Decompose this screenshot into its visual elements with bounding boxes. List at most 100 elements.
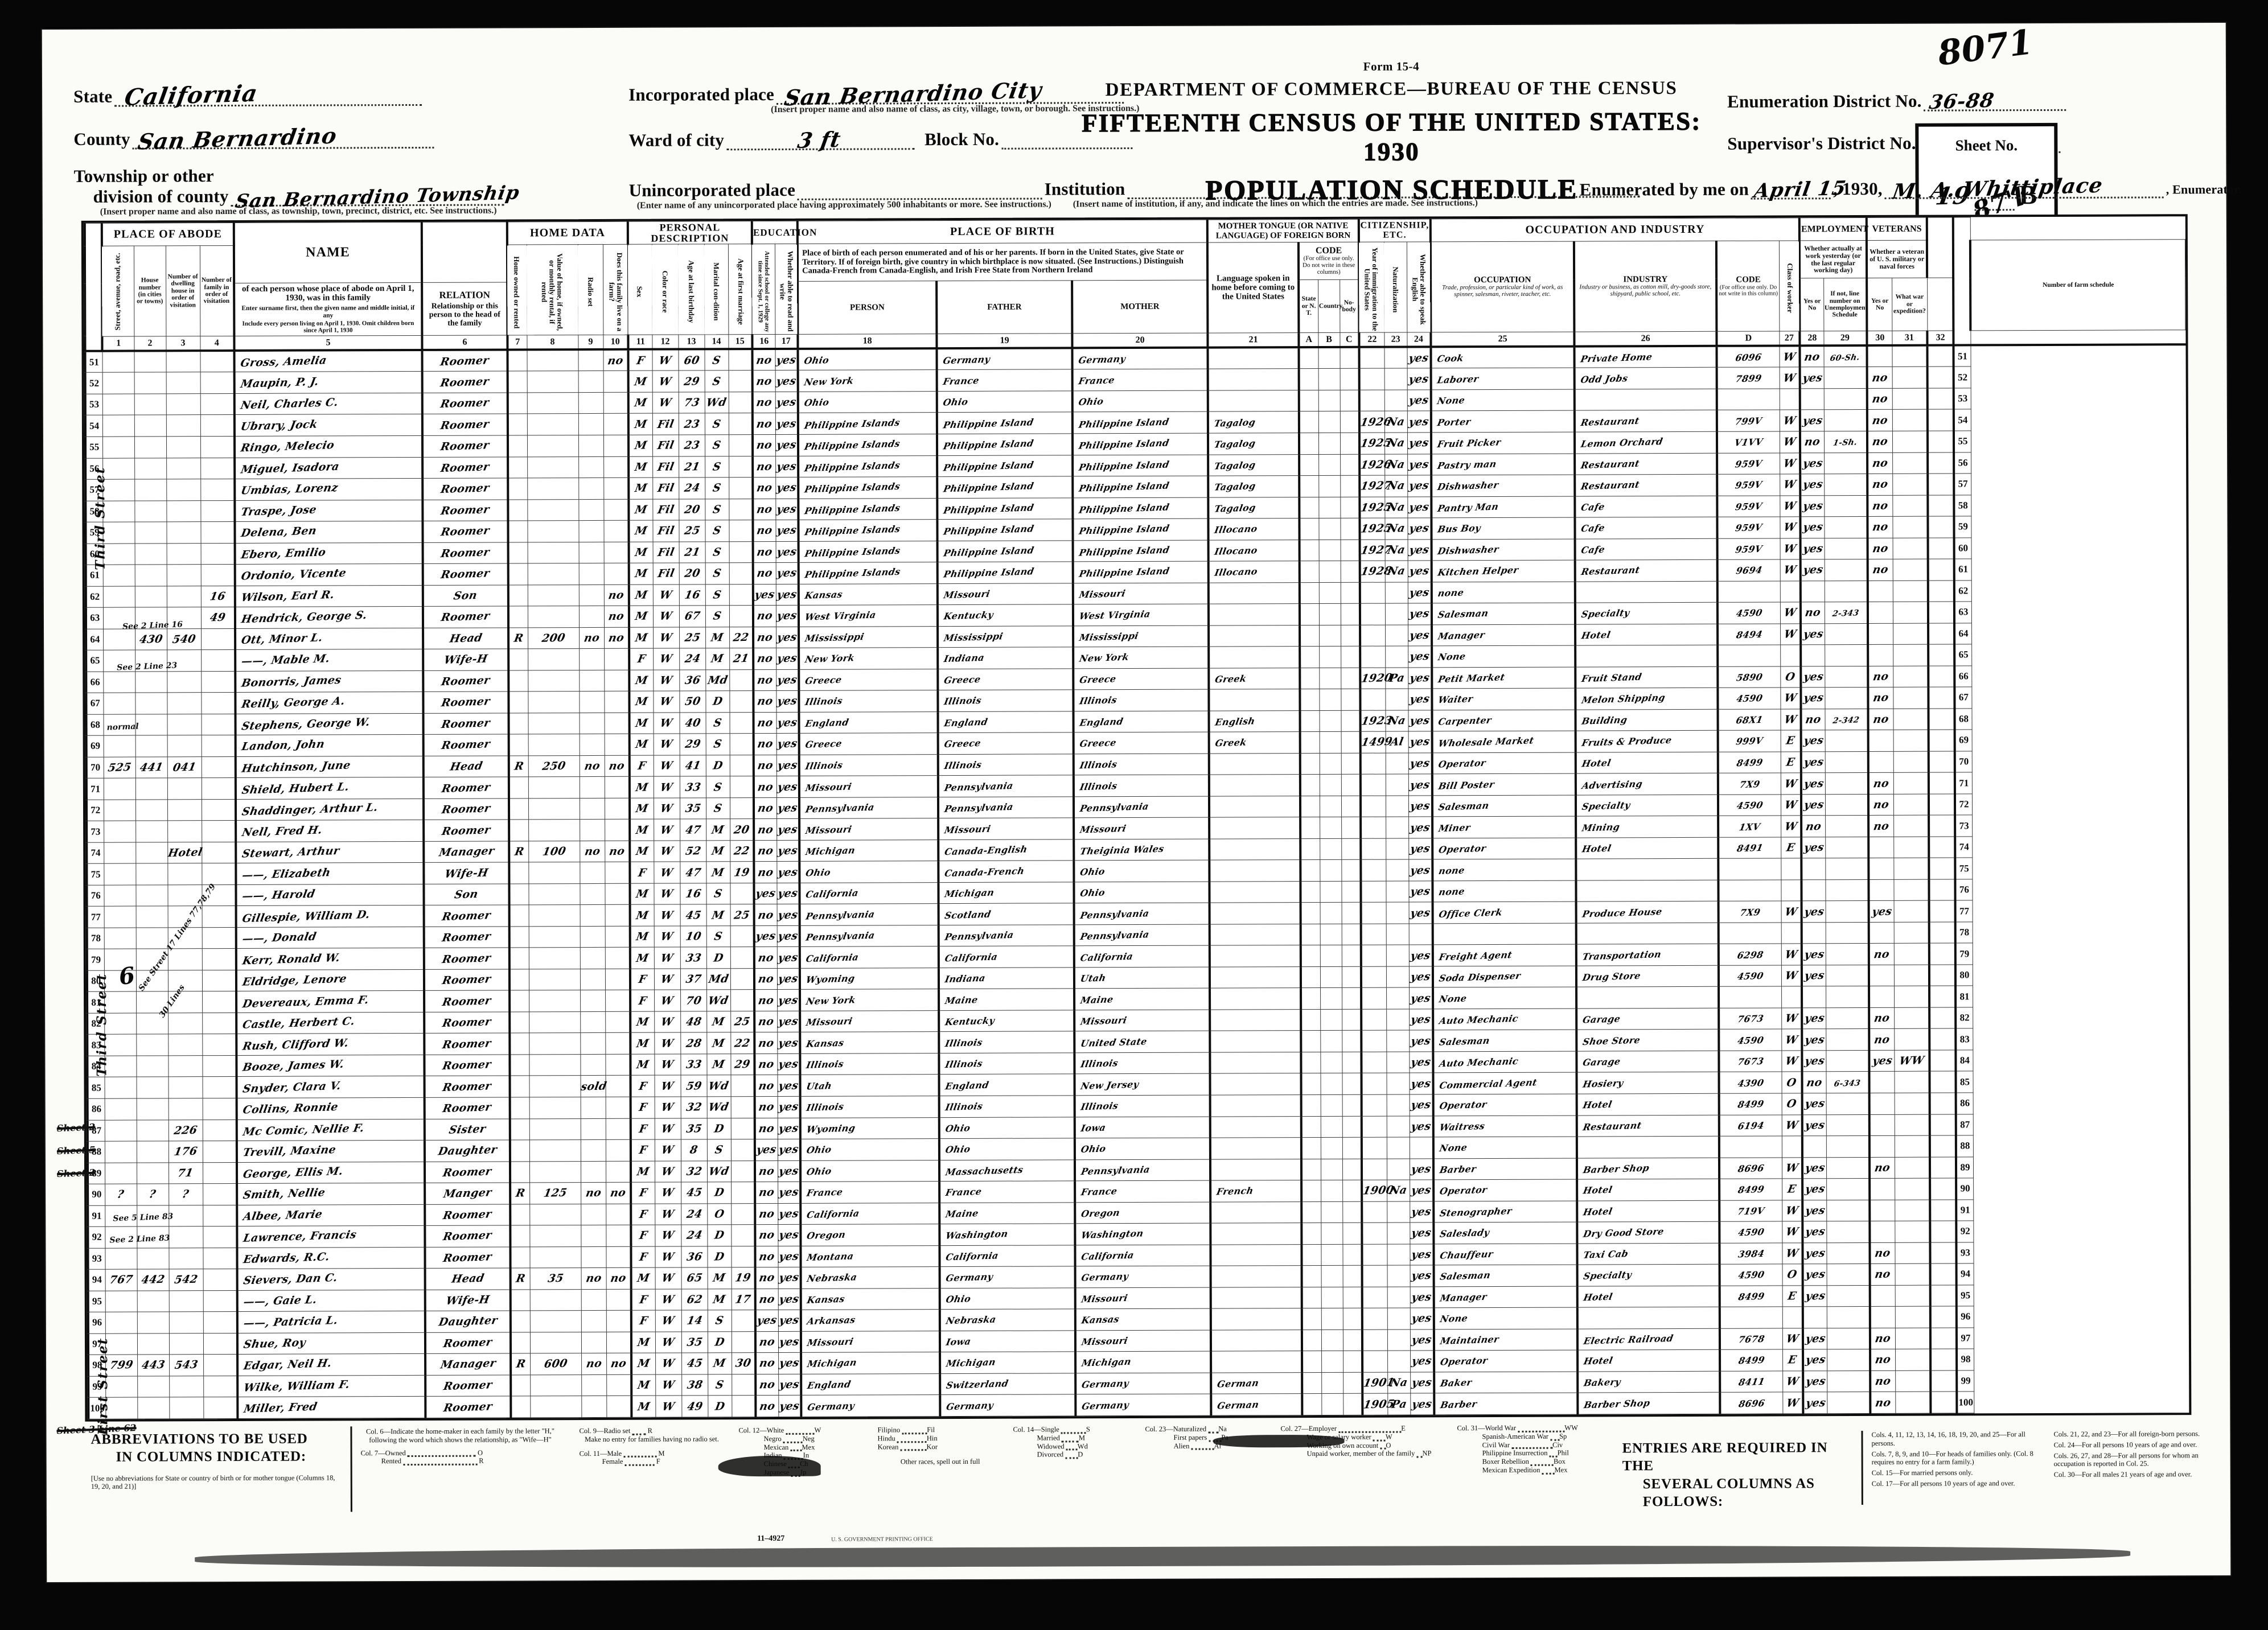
cell-birthplace-person[interactable]: Germany bbox=[801, 1394, 940, 1417]
cell-color-race[interactable]: Fil bbox=[652, 413, 679, 435]
cell-birthplace-father[interactable]: Germany bbox=[940, 1394, 1076, 1417]
cell-unemployment-line[interactable] bbox=[1826, 1135, 1870, 1158]
cell-home-owned-rented[interactable]: R bbox=[510, 1182, 530, 1204]
cell-sex[interactable]: F bbox=[630, 969, 655, 990]
cell-attended-school[interactable]: no bbox=[754, 818, 777, 841]
cell-occupation[interactable]: Baker bbox=[1434, 1371, 1578, 1394]
cell-house-number[interactable] bbox=[137, 1376, 170, 1398]
cell-occupation-code[interactable]: 8499 bbox=[1718, 751, 1781, 773]
cell-code-state[interactable] bbox=[1301, 1201, 1321, 1223]
cell-house-number[interactable] bbox=[134, 521, 167, 544]
cell-marital-condition[interactable]: S bbox=[705, 456, 729, 478]
cell-naturalization[interactable] bbox=[1384, 582, 1408, 604]
cell-marital-condition[interactable]: M bbox=[707, 1267, 732, 1289]
cell-unemployment-line[interactable] bbox=[1824, 516, 1868, 538]
cell-speak-english[interactable]: yes bbox=[1408, 774, 1433, 796]
cell-year-immigration[interactable] bbox=[1359, 368, 1384, 390]
cell-dwelling-number[interactable] bbox=[167, 692, 202, 714]
cell-relation[interactable]: Roomer bbox=[424, 798, 510, 820]
cell-unemployment-line[interactable] bbox=[1824, 538, 1868, 559]
cell-birthplace-father[interactable]: Illinois bbox=[938, 690, 1074, 712]
cell-naturalization[interactable] bbox=[1386, 1116, 1410, 1138]
cell-unemployment-line[interactable]: 1-Sh. bbox=[1824, 431, 1868, 453]
cell-birthplace-mother[interactable]: England bbox=[1073, 710, 1209, 733]
cell-dwelling-number[interactable]: 540 bbox=[167, 628, 202, 651]
cell-farm-schedule[interactable] bbox=[1928, 452, 1954, 474]
cell-work-yesterday[interactable] bbox=[1802, 986, 1826, 1008]
cell-street[interactable] bbox=[104, 1162, 137, 1184]
cell-work-yesterday[interactable]: yes bbox=[1800, 495, 1825, 517]
cell-war-expedition[interactable] bbox=[1894, 1007, 1930, 1029]
cell-home-owned-rented[interactable]: R bbox=[510, 1267, 530, 1290]
cell-relation[interactable]: Manager bbox=[425, 1353, 511, 1376]
cell-home-value[interactable] bbox=[527, 456, 579, 478]
cell-house-number[interactable] bbox=[136, 1119, 169, 1142]
cell-year-immigration[interactable]: 1926 bbox=[1359, 411, 1392, 433]
cell-mother-tongue[interactable] bbox=[1209, 945, 1301, 967]
cell-veteran[interactable] bbox=[1868, 602, 1893, 624]
cell-industry[interactable]: Bakery bbox=[1577, 1370, 1720, 1393]
cell-class-of-worker[interactable]: W bbox=[1781, 1029, 1802, 1051]
cell-work-yesterday[interactable]: yes bbox=[1800, 538, 1825, 559]
cell-birthplace-father[interactable]: Iowa bbox=[940, 1330, 1076, 1352]
cell-farm-schedule[interactable] bbox=[1929, 1049, 1956, 1072]
cell-home-owned-rented[interactable] bbox=[510, 1097, 529, 1119]
cell-lives-on-farm[interactable] bbox=[605, 1097, 631, 1118]
cell-age-first-marriage[interactable] bbox=[728, 349, 753, 371]
cell-war-expedition[interactable] bbox=[1893, 730, 1929, 752]
cell-radio-set[interactable]: no bbox=[581, 1353, 607, 1375]
cell-dwelling-number[interactable] bbox=[166, 415, 200, 437]
cell-occupation-code[interactable] bbox=[1719, 1135, 1782, 1158]
cell-birthplace-father[interactable]: England bbox=[938, 711, 1074, 733]
cell-birthplace-mother[interactable]: Illinois bbox=[1074, 1052, 1210, 1075]
cell-naturalization[interactable] bbox=[1385, 624, 1408, 647]
cell-farm-schedule[interactable] bbox=[1928, 409, 1954, 431]
cell-lives-on-farm[interactable] bbox=[606, 1396, 632, 1418]
cell-age-first-marriage[interactable] bbox=[731, 1331, 756, 1353]
cell-color-race[interactable]: W bbox=[654, 883, 680, 905]
cell-veteran[interactable] bbox=[1868, 858, 1894, 880]
cell-farm-schedule[interactable] bbox=[1928, 537, 1954, 559]
cell-code-state[interactable] bbox=[1300, 710, 1320, 732]
cell-naturalization[interactable] bbox=[1385, 774, 1409, 796]
cell-read-write[interactable]: yes bbox=[775, 349, 798, 371]
cell-home-owned-rented[interactable] bbox=[507, 371, 527, 393]
cell-class-of-worker[interactable]: O bbox=[1782, 1263, 1803, 1286]
cell-work-yesterday[interactable]: yes bbox=[1800, 452, 1825, 474]
cell-war-expedition[interactable] bbox=[1895, 1285, 1930, 1307]
cell-dwelling-number[interactable] bbox=[167, 799, 202, 821]
cell-dwelling-number[interactable] bbox=[167, 820, 202, 842]
cell-farm-schedule[interactable] bbox=[1929, 1028, 1956, 1051]
cell-industry[interactable] bbox=[1574, 389, 1717, 411]
cell-speak-english[interactable]: yes bbox=[1408, 817, 1433, 838]
cell-occupation[interactable]: Cook bbox=[1431, 347, 1575, 369]
cell-read-write[interactable]: yes bbox=[776, 541, 799, 563]
cell-mother-tongue[interactable] bbox=[1210, 1052, 1301, 1074]
cell-house-number[interactable] bbox=[134, 564, 167, 586]
cell-color-race[interactable]: W bbox=[653, 691, 680, 713]
cell-speak-english[interactable] bbox=[1409, 1137, 1434, 1159]
cell-veteran[interactable] bbox=[1870, 1178, 1895, 1200]
cell-mother-tongue[interactable] bbox=[1207, 390, 1299, 412]
cell-family-number[interactable] bbox=[201, 649, 236, 672]
cell-birthplace-person[interactable]: California bbox=[799, 882, 939, 904]
cell-farm-schedule[interactable] bbox=[1930, 1242, 1957, 1264]
cell-birthplace-mother[interactable]: California bbox=[1075, 1244, 1211, 1266]
cell-occupation-code[interactable]: 7673 bbox=[1719, 1050, 1782, 1072]
cell-war-expedition[interactable] bbox=[1892, 516, 1928, 538]
cell-color-race[interactable]: W bbox=[653, 627, 680, 649]
cell-home-value[interactable] bbox=[529, 1076, 581, 1097]
cell-year-immigration[interactable] bbox=[1361, 1030, 1387, 1052]
cell-marital-condition[interactable]: S bbox=[705, 605, 730, 627]
cell-naturalization[interactable] bbox=[1386, 966, 1410, 988]
cell-dwelling-number[interactable] bbox=[166, 351, 200, 373]
cell-class-of-worker[interactable]: E bbox=[1782, 1178, 1803, 1200]
cell-birthplace-father[interactable]: France bbox=[939, 1180, 1075, 1203]
cell-birthplace-person[interactable]: Missouri bbox=[800, 1010, 939, 1032]
cell-relation[interactable]: Manager bbox=[424, 841, 510, 863]
cell-mother-tongue[interactable] bbox=[1211, 1329, 1303, 1352]
cell-birthplace-person[interactable]: California bbox=[799, 946, 939, 969]
cell-house-number[interactable] bbox=[134, 372, 166, 394]
cell-person-name[interactable]: Landon, John bbox=[235, 734, 424, 757]
cell-street[interactable] bbox=[103, 693, 135, 714]
